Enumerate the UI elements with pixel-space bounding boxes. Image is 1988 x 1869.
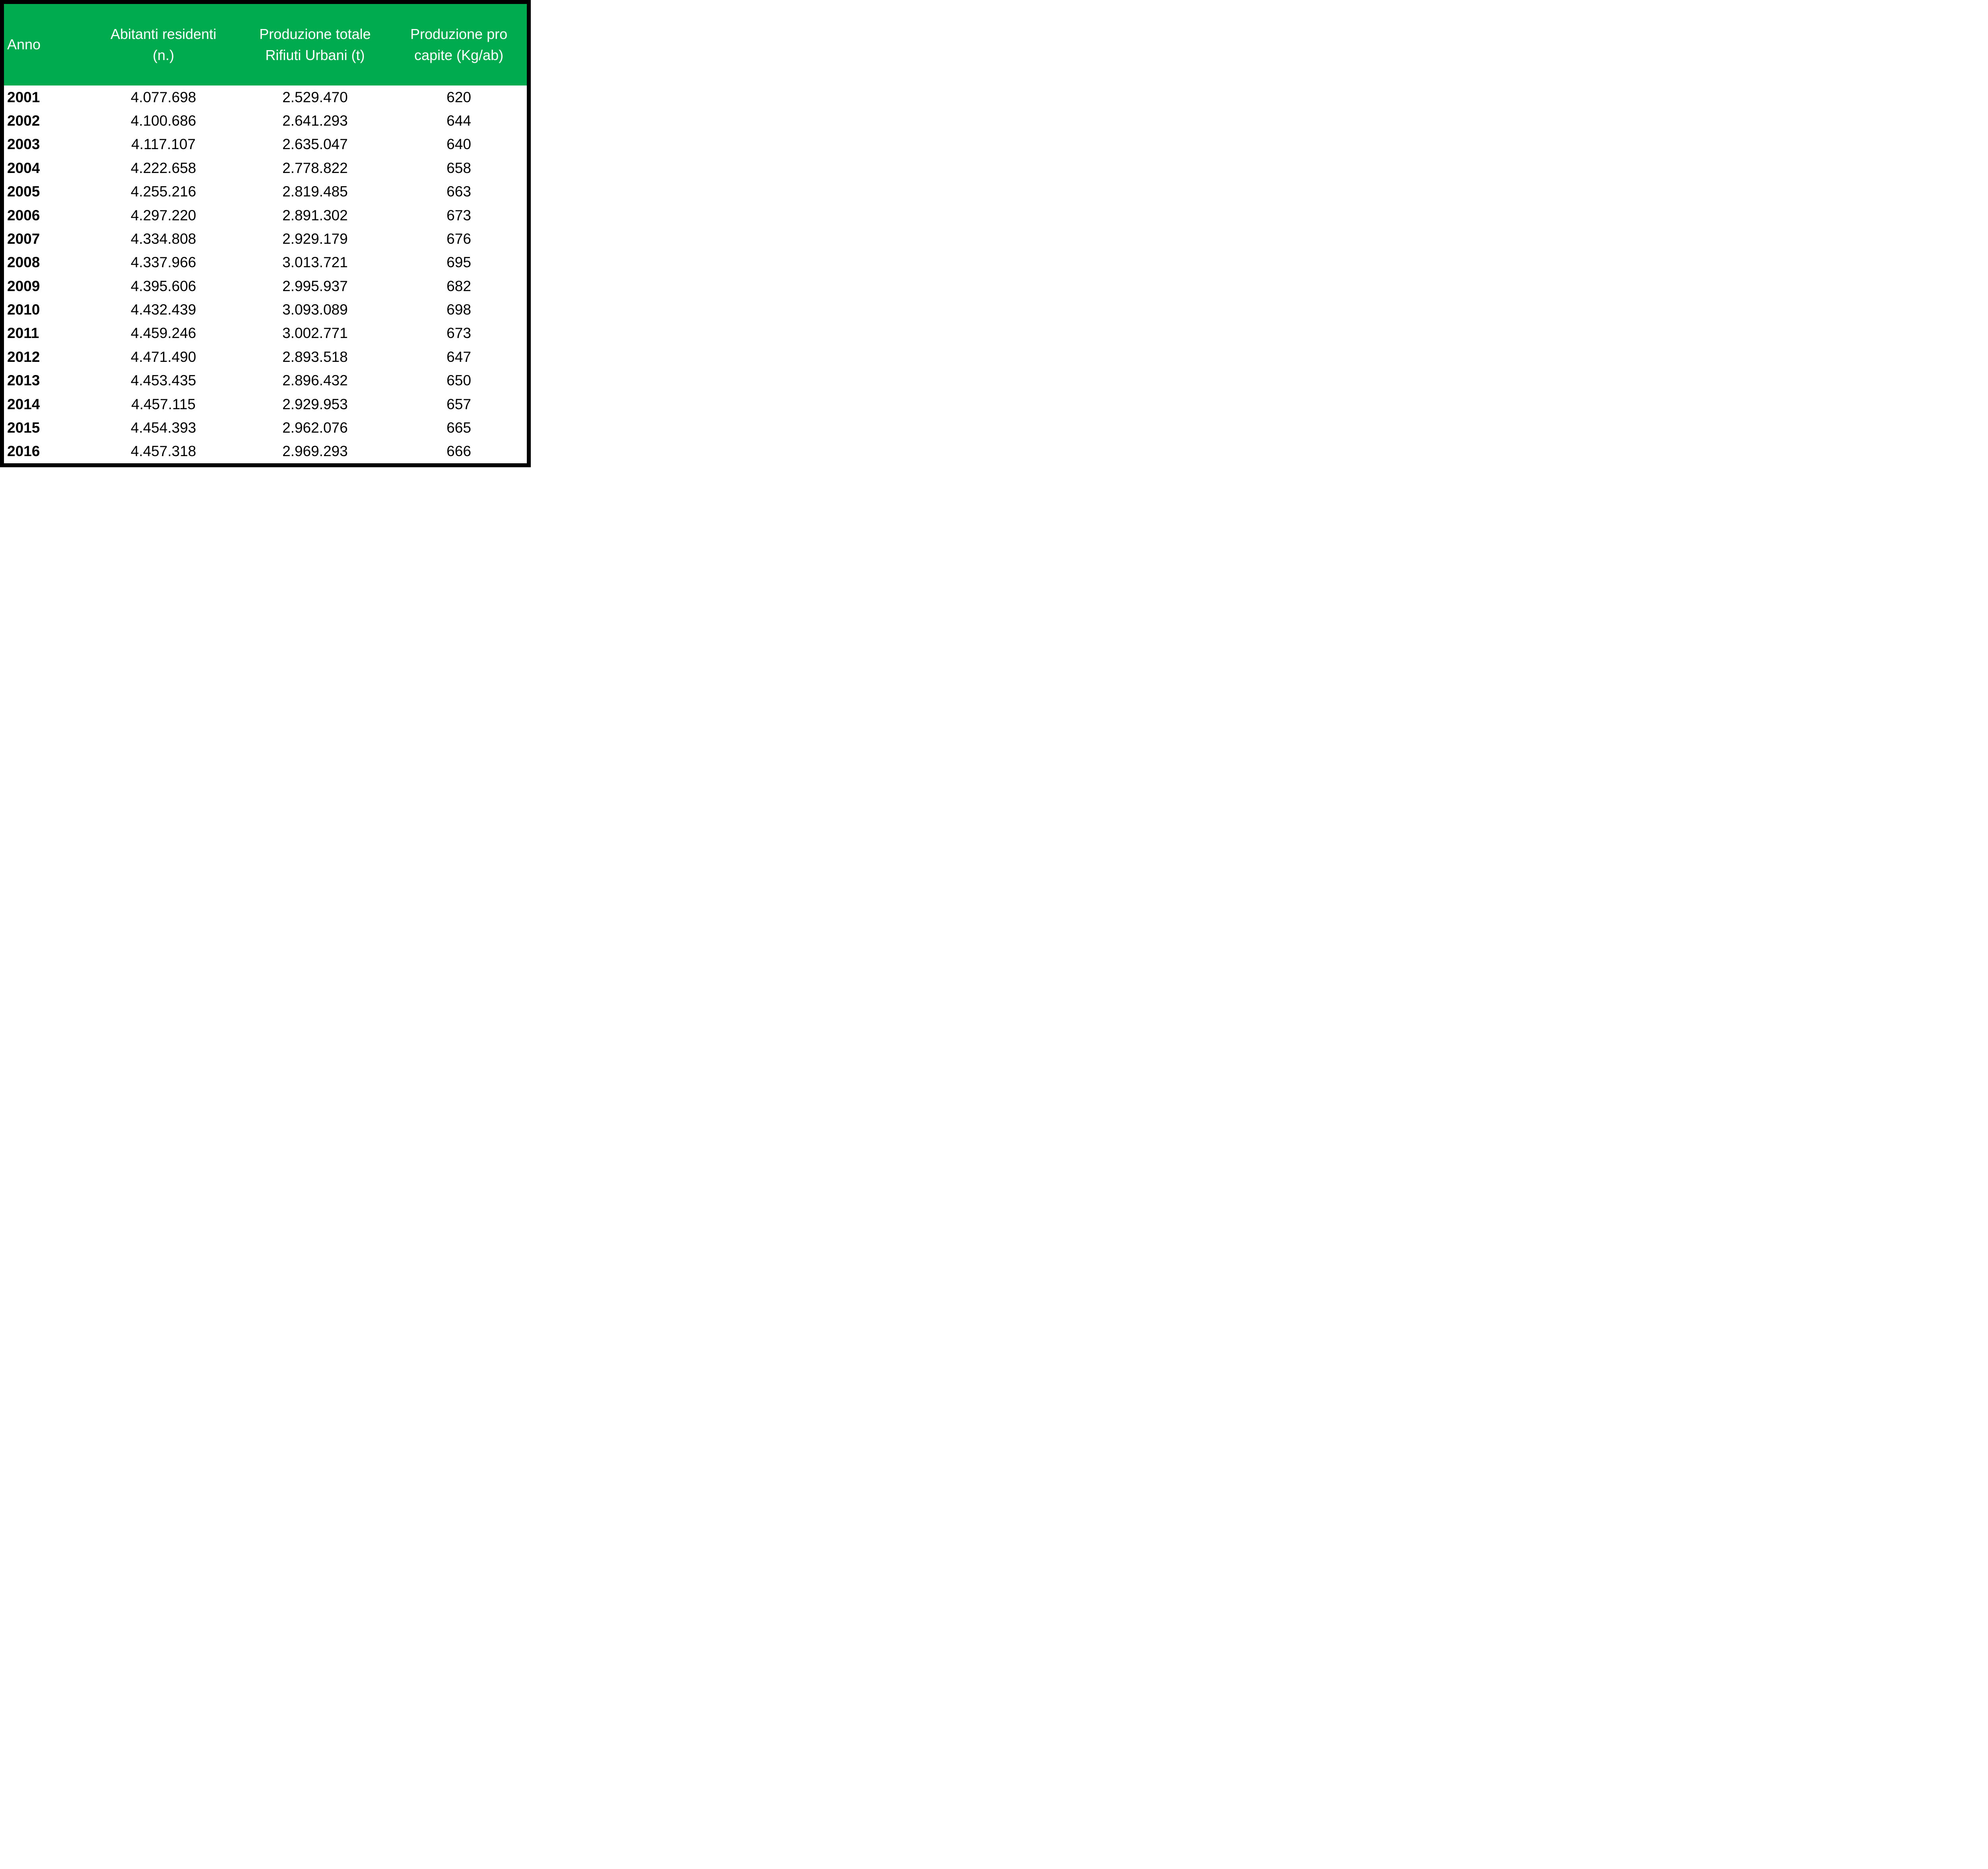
- produzione-cell: 3.013.721: [282, 254, 348, 271]
- year-cell: 2001: [7, 89, 40, 105]
- produzione-cell: 2.929.953: [282, 396, 348, 412]
- abitanti-cell: 4.432.439: [130, 301, 196, 318]
- procapite-cell: 657: [447, 396, 471, 412]
- abitanti-cell: 4.100.686: [130, 113, 196, 129]
- procapite-cell: 658: [447, 159, 471, 176]
- header-procapite-line1: Produzione pro: [410, 26, 508, 43]
- procapite-cell: 665: [447, 419, 471, 436]
- table-body: 2001 4.077.698 2.529.470 620 2002 4.100.…: [4, 85, 527, 463]
- table-row: 2015 4.454.393 2.962.076 665: [4, 416, 527, 440]
- year-cell: 2016: [7, 443, 40, 460]
- table-row: 2007 4.334.808 2.929.179 676: [4, 227, 527, 251]
- table-row: 2006 4.297.220 2.891.302 673: [4, 203, 527, 227]
- header-produzione-totale: Produzione totale Rifiuti Urbani (t): [239, 4, 391, 85]
- abitanti-cell: 4.454.393: [130, 419, 196, 436]
- procapite-cell: 698: [447, 301, 471, 318]
- table-header: Anno Abitanti residenti (n.) Produzione …: [4, 4, 527, 85]
- table-row: 2010 4.432.439 3.093.089 698: [4, 298, 527, 322]
- abitanti-cell: 4.395.606: [130, 278, 196, 294]
- produzione-cell: 3.093.089: [282, 301, 348, 318]
- abitanti-cell: 4.453.435: [130, 372, 196, 389]
- produzione-cell: 2.819.485: [282, 183, 348, 200]
- header-anno: Anno: [4, 4, 88, 85]
- procapite-cell: 647: [447, 348, 471, 365]
- produzione-cell: 2.635.047: [282, 136, 348, 153]
- abitanti-cell: 4.334.808: [130, 230, 196, 247]
- produzione-cell: 2.995.937: [282, 278, 348, 294]
- year-cell: 2004: [7, 159, 40, 176]
- year-cell: 2013: [7, 372, 40, 389]
- table-row: 2012 4.471.490 2.893.518 647: [4, 345, 527, 369]
- header-row: Anno Abitanti residenti (n.) Produzione …: [4, 4, 527, 85]
- procapite-cell: 666: [447, 443, 471, 460]
- procapite-cell: 695: [447, 254, 471, 271]
- header-pro-capite: Produzione pro capite (Kg/ab): [391, 4, 527, 85]
- year-cell: 2008: [7, 254, 40, 271]
- header-abitanti-line2: (n.): [153, 47, 175, 63]
- procapite-cell: 676: [447, 230, 471, 247]
- header-abitanti-line1: Abitanti residenti: [110, 26, 217, 43]
- table-row: 2011 4.459.246 3.002.771 673: [4, 321, 527, 346]
- procapite-cell: 644: [447, 113, 471, 129]
- produzione-cell: 2.891.302: [282, 207, 348, 223]
- produzione-cell: 2.929.179: [282, 230, 348, 247]
- table-row: 2005 4.255.216 2.819.485 663: [4, 180, 527, 204]
- table-row: 2013 4.453.435 2.896.432 650: [4, 369, 527, 392]
- abitanti-cell: 4.255.216: [130, 183, 196, 200]
- abitanti-cell: 4.457.115: [131, 396, 196, 412]
- procapite-cell: 682: [447, 278, 471, 294]
- produzione-cell: 2.896.432: [282, 372, 348, 389]
- abitanti-cell: 4.077.698: [130, 89, 196, 105]
- waste-production-table: Anno Abitanti residenti (n.) Produzione …: [4, 4, 527, 463]
- year-cell: 2012: [7, 348, 40, 365]
- abitanti-cell: 4.337.966: [130, 254, 196, 271]
- year-cell: 2003: [7, 136, 40, 153]
- abitanti-cell: 4.297.220: [130, 207, 196, 223]
- produzione-cell: 2.893.518: [282, 348, 348, 365]
- table-row: 2004 4.222.658 2.778.822 658: [4, 156, 527, 180]
- produzione-cell: 2.641.293: [282, 113, 348, 129]
- procapite-cell: 663: [447, 183, 471, 200]
- produzione-cell: 2.962.076: [282, 419, 348, 436]
- abitanti-cell: 4.459.246: [130, 325, 196, 342]
- produzione-cell: 2.778.822: [282, 159, 348, 176]
- procapite-cell: 673: [447, 207, 471, 223]
- table-row: 2001 4.077.698 2.529.470 620: [4, 85, 527, 109]
- table-row: 2008 4.337.966 3.013.721 695: [4, 251, 527, 274]
- procapite-cell: 673: [447, 325, 471, 342]
- abitanti-cell: 4.471.490: [130, 348, 196, 365]
- year-cell: 2005: [7, 183, 40, 200]
- year-cell: 2015: [7, 419, 40, 436]
- header-abitanti-residenti: Abitanti residenti (n.): [87, 4, 239, 85]
- abitanti-cell: 4.457.318: [130, 443, 196, 460]
- year-cell: 2007: [7, 230, 40, 247]
- year-cell: 2002: [7, 113, 40, 129]
- produzione-cell: 2.529.470: [282, 89, 348, 105]
- table-row: 2016 4.457.318 2.969.293 666: [4, 439, 527, 463]
- header-produzione-line1: Produzione totale: [259, 26, 371, 43]
- procapite-cell: 640: [447, 136, 471, 153]
- table-row: 2009 4.395.606 2.995.937 682: [4, 274, 527, 298]
- waste-production-table-frame: Anno Abitanti residenti (n.) Produzione …: [0, 0, 531, 467]
- abitanti-cell: 4.222.658: [130, 159, 196, 176]
- table-row: 2014 4.457.115 2.929.953 657: [4, 392, 527, 416]
- year-cell: 2011: [7, 325, 39, 342]
- year-cell: 2006: [7, 207, 40, 223]
- produzione-cell: 2.969.293: [282, 443, 348, 460]
- year-cell: 2009: [7, 278, 40, 294]
- produzione-cell: 3.002.771: [282, 325, 348, 342]
- year-cell: 2010: [7, 301, 40, 318]
- procapite-cell: 620: [447, 89, 471, 105]
- header-procapite-line2: capite (Kg/ab): [414, 47, 504, 63]
- abitanti-cell: 4.117.107: [131, 136, 196, 153]
- year-cell: 2014: [7, 396, 40, 412]
- procapite-cell: 650: [447, 372, 471, 389]
- table-row: 2003 4.117.107 2.635.047 640: [4, 132, 527, 157]
- table-row: 2002 4.100.686 2.641.293 644: [4, 109, 527, 133]
- header-produzione-line2: Rifiuti Urbani (t): [265, 47, 365, 63]
